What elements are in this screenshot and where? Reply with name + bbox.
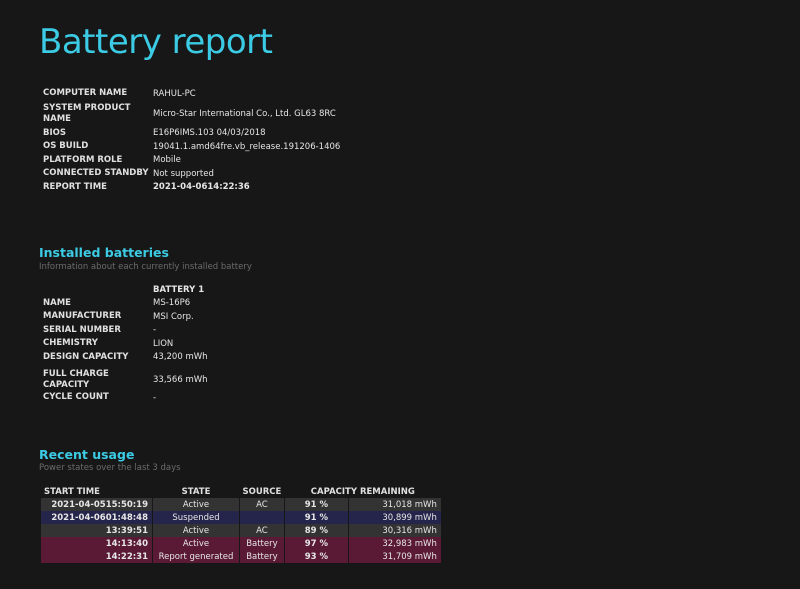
state-cell: Active <box>152 498 240 511</box>
info-label: BIOS <box>43 127 66 138</box>
state-cell: Report generated <box>152 550 240 563</box>
start-time-cell: 13:39:51 <box>41 524 153 537</box>
info-row: SYSTEM PRODUCT NAME Micro-Star Internatio… <box>43 101 340 127</box>
capacity-cell: 30,899 mWh <box>348 511 442 524</box>
table-row: 13:39:51 Active AC 89 % 30,316 mWh <box>41 524 442 537</box>
col-capacity-remaining: CAPACITY REMAINING <box>310 486 415 497</box>
state-cell: Active <box>152 537 240 550</box>
capacity-cell: 31,709 mWh <box>348 550 442 563</box>
battery-label: CHEMISTRY <box>43 338 98 349</box>
info-label: OS BUILD <box>43 141 89 152</box>
battery-row: MANUFACTURER MSI Corp. <box>43 310 208 324</box>
battery-row: SERIAL NUMBER - <box>43 324 208 338</box>
info-row: CONNECTED STANDBY Not supported <box>43 167 340 181</box>
recent-usage-table: START TIME STATE SOURCE CAPACITY REMAINI… <box>41 485 442 563</box>
state-cell: Suspended <box>152 511 240 524</box>
start-time-cell: 2021-04-0515:50:19 <box>41 498 153 511</box>
table-header-row: START TIME STATE SOURCE CAPACITY REMAINI… <box>41 485 441 498</box>
source-cell: AC <box>239 498 285 511</box>
battery-header-row: BATTERY 1 <box>43 283 208 297</box>
capacity-cell: 30,316 mWh <box>348 524 442 537</box>
info-row: REPORT TIME 2021-04-0614:22:36 <box>43 181 340 195</box>
info-value: 2021-04-0614:22:36 <box>153 182 250 193</box>
battery-value: - <box>153 392 157 403</box>
info-label: COMPUTER NAME <box>43 88 128 99</box>
battery-column-header: BATTERY 1 <box>153 284 205 295</box>
battery-info: BATTERY 1 NAME MS-16P6 MANUFACTURER MSI Co… <box>43 283 208 405</box>
percent-cell: 93 % <box>284 550 349 563</box>
info-row: COMPUTER NAME RAHUL-PC <box>43 87 340 101</box>
info-label: SYSTEM PRODUCT NAME <box>43 102 131 124</box>
page-title: Battery report <box>39 22 273 62</box>
battery-value: 43,200 mWh <box>153 352 208 363</box>
info-value: E16P6IMS.103 04/03/2018 <box>153 128 266 139</box>
battery-label: FULL CHARGE CAPACITY <box>43 369 109 390</box>
source-cell: Battery <box>239 537 285 550</box>
info-label: PLATFORM ROLE <box>43 154 123 165</box>
percent-cell: 97 % <box>284 537 349 550</box>
info-row: PLATFORM ROLE Mobile <box>43 154 340 168</box>
battery-row: NAME MS-16P6 <box>43 297 208 311</box>
info-value: Mobile <box>153 155 181 166</box>
capacity-cell: 32,983 mWh <box>348 537 442 550</box>
table-row: 2021-04-0515:50:19 Active AC 91 % 31,018 mWh <box>41 498 442 511</box>
info-row: BIOS E16P6IMS.103 04/03/2018 <box>43 127 340 141</box>
table-row: 14:13:40 Active Battery 97 % 32,983 mWh <box>41 537 442 550</box>
info-value: Micro-Star International Co., Ltd. GL63 … <box>153 108 336 119</box>
system-info: COMPUTER NAME RAHUL-PC SYSTEM PRODUCT NAM… <box>43 87 340 194</box>
installed-batteries-heading: Installed batteries <box>39 245 169 260</box>
recent-usage-heading: Recent usage <box>39 447 135 462</box>
battery-row: FULL CHARGE CAPACITY 33,566 mWh <box>43 369 208 391</box>
battery-value: LION <box>153 338 174 349</box>
battery-label: CYCLE COUNT <box>43 392 109 403</box>
installed-batteries-subtitle: Information about each currently install… <box>39 262 252 272</box>
state-cell: Active <box>152 524 240 537</box>
start-time-cell: 14:13:40 <box>41 537 153 550</box>
start-time-cell: 2021-04-0601:48:48 <box>41 511 153 524</box>
start-time-cell: 14:22:31 <box>41 550 153 563</box>
battery-row: CHEMISTRY LION <box>43 337 208 351</box>
col-source: SOURCE <box>242 486 282 497</box>
percent-cell: 89 % <box>284 524 349 537</box>
table-row: 2021-04-0601:48:48 Suspended 91 % 30,899 mW… <box>41 511 442 524</box>
col-state: STATE <box>181 486 211 497</box>
source-cell <box>239 511 285 524</box>
battery-value: MS-16P6 <box>153 298 191 309</box>
table-row: 14:22:31 Report generated Battery 93 % 31,70… <box>41 550 442 563</box>
battery-value: - <box>153 325 157 336</box>
info-value: 19041.1.amd64fre.vb_release.191206-1406 <box>153 141 341 152</box>
battery-row: CYCLE COUNT - <box>43 391 208 405</box>
col-start-time: START TIME <box>44 486 100 497</box>
source-cell: Battery <box>239 550 285 563</box>
recent-usage-subtitle: Power states over the last 3 days <box>39 463 181 473</box>
source-cell: AC <box>239 524 285 537</box>
capacity-cell: 31,018 mWh <box>348 498 442 511</box>
info-value: Not supported <box>153 168 214 179</box>
battery-label: NAME <box>43 297 71 308</box>
percent-cell: 91 % <box>284 498 349 511</box>
battery-row: DESIGN CAPACITY 43,200 mWh <box>43 351 208 365</box>
battery-value: MSI Corp. <box>153 311 194 322</box>
battery-label: DESIGN CAPACITY <box>43 351 129 362</box>
info-label: REPORT TIME <box>43 181 107 192</box>
battery-label: MANUFACTURER <box>43 311 122 322</box>
info-row: OS BUILD 19041.1.amd64fre.vb_release.1912… <box>43 140 340 154</box>
percent-cell: 91 % <box>284 511 349 524</box>
info-value: RAHUL-PC <box>153 88 196 99</box>
battery-label: SERIAL NUMBER <box>43 324 121 335</box>
battery-value: 33,566 mWh <box>153 375 208 385</box>
info-label: CONNECTED STANDBY <box>43 168 149 179</box>
